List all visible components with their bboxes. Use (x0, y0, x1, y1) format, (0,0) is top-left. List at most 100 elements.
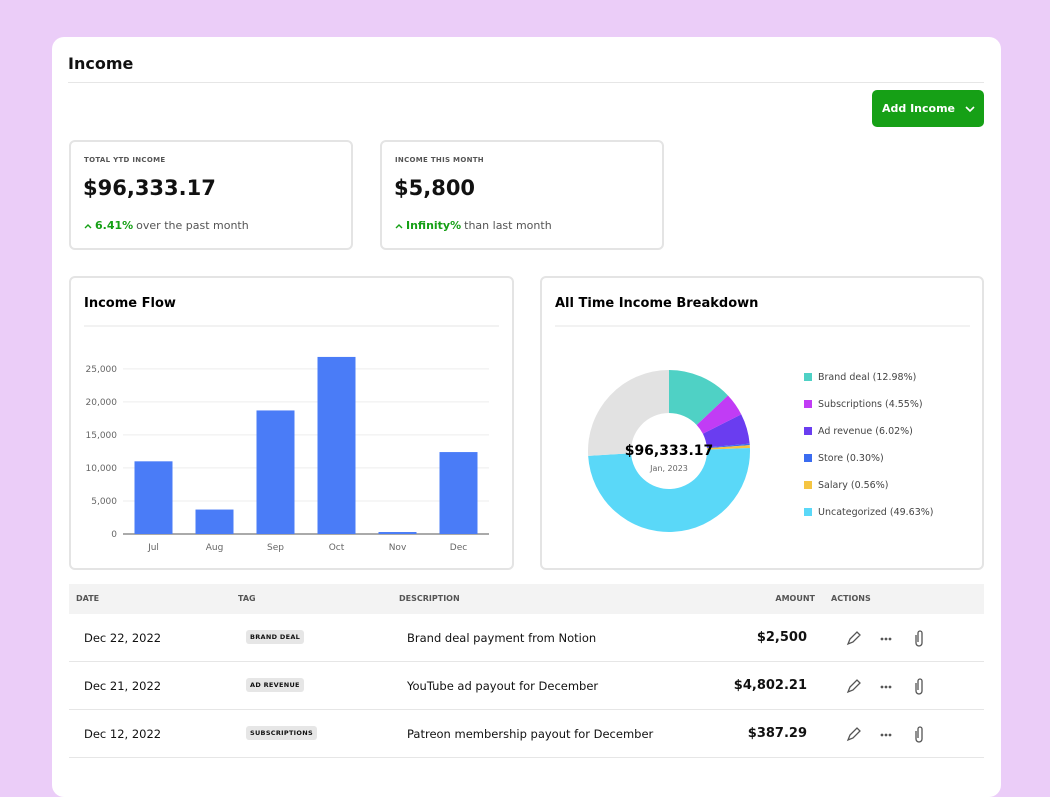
pie-slice (588, 447, 750, 533)
bar-panel: Income Flow 0 5,000 10,000 15,000 20,000 25,00… (69, 276, 514, 570)
pie-slice (588, 370, 669, 456)
legend-label: Salary (0.56%) (818, 480, 888, 491)
action-icons (846, 678, 923, 695)
stat-change-row: Infinity% than last month (395, 219, 552, 232)
attach-icon[interactable] (915, 630, 923, 647)
cell-tag: AD REVENUE (246, 678, 304, 692)
cell-tag: BRAND DEAL (246, 630, 305, 644)
stat-note: over the past month (136, 219, 249, 232)
more-icon[interactable] (880, 733, 892, 737)
x-tick-label: Dec (450, 543, 467, 553)
legend-swatch (804, 454, 812, 462)
y-tick-label: 20,000 (86, 398, 118, 408)
row-divider (69, 757, 984, 758)
row-divider (69, 709, 984, 710)
y-tick-label: 0 (111, 530, 117, 540)
page: Income Add Income Income Flow 0 5,000 10,00… (52, 37, 1001, 797)
x-tick-label: Sep (267, 543, 284, 553)
stat-value: $96,333.17 (83, 176, 216, 200)
edit-icon[interactable] (846, 679, 861, 694)
pie-slice (669, 370, 728, 425)
center-value: $96,333.17 (625, 443, 714, 459)
more-icon[interactable] (880, 685, 892, 689)
up-caret (84, 223, 92, 228)
x-tick-label: Aug (206, 543, 224, 553)
up-caret (395, 223, 403, 228)
center-label: Jan, 2023 (649, 464, 688, 473)
y-tick-label: 25,000 (86, 365, 118, 375)
x-tick-label: Oct (329, 543, 345, 553)
legend-label: Uncategorized (49.63%) (818, 507, 934, 518)
attach-icon[interactable] (915, 726, 923, 743)
chart-title: All Time Income Breakdown (555, 296, 758, 311)
cell-amount: $4,802.21 (733, 678, 807, 693)
bar (134, 461, 173, 534)
legend-swatch (804, 400, 812, 408)
stat-value: $5,800 (394, 176, 476, 200)
attach-icon[interactable] (915, 678, 923, 695)
chart-title: Income Flow (84, 296, 176, 311)
bar (317, 356, 356, 534)
stat-change: Infinity% (406, 219, 462, 232)
more-icon[interactable] (880, 637, 892, 641)
button-label: Add Income (882, 102, 956, 115)
bar-chart: Income Flow 0 5,000 10,000 15,000 20,000 25,00… (84, 296, 499, 553)
cell-date: Dec 22, 2022 (84, 631, 162, 645)
stat-label: INCOME THIS MONTH (395, 156, 484, 164)
edit-icon[interactable] (846, 727, 861, 742)
stat-card (380, 140, 664, 250)
cell-tag: SUBSCRIPTIONS (246, 726, 317, 740)
legend-swatch (804, 427, 812, 435)
bar (439, 452, 478, 534)
table-header (69, 584, 984, 614)
row-actions (845, 725, 927, 747)
divider (68, 82, 984, 83)
chevron (965, 105, 975, 112)
y-tick-label: 5,000 (91, 497, 117, 507)
cell-date: Dec 21, 2022 (84, 679, 162, 693)
stat-label: TOTAL YTD INCOME (84, 156, 166, 164)
edit-icon[interactable] (846, 631, 861, 646)
bar (195, 509, 234, 534)
cell-amount: $2,500 (756, 630, 807, 645)
stat-change-row: 6.41% over the past month (84, 219, 249, 232)
x-tick-label: Nov (389, 543, 407, 553)
pie-slice (696, 395, 742, 434)
cell-description: Brand deal payment from Notion (407, 631, 597, 645)
legend-label: Store (0.30%) (818, 453, 884, 464)
legend-swatch (804, 373, 812, 381)
legend-label: Ad revenue (6.02%) (818, 426, 913, 437)
row-divider (69, 661, 984, 662)
stat-card (69, 140, 353, 250)
page-title: Income (68, 54, 134, 73)
x-tick-label: Jul (147, 543, 159, 553)
pie-panel: All Time Income Breakdown $96,333.17 Jan, … (540, 276, 984, 570)
bar (378, 532, 417, 534)
cell-description: YouTube ad payout for December (407, 679, 599, 693)
pie-slice (706, 445, 750, 450)
legend-swatch (804, 508, 812, 516)
y-tick-label: 15,000 (86, 431, 118, 441)
stat-note: than last month (464, 219, 552, 232)
stat-change: 6.41% (95, 219, 134, 232)
cell-description: Patreon membership payout for December (407, 727, 654, 741)
add-income-button[interactable]: Add Income (872, 90, 984, 127)
action-icons (846, 630, 923, 647)
legend-label: Subscriptions (4.55%) (818, 399, 923, 410)
action-icons (846, 726, 923, 743)
legend-swatch (804, 481, 812, 489)
bar (256, 410, 295, 534)
table-header-cell: DESCRIPTION (399, 594, 460, 603)
pie-slice (702, 414, 750, 448)
cell-date: Dec 12, 2022 (84, 727, 162, 741)
legend-label: Brand deal (12.98%) (818, 372, 916, 383)
table-header-cell: AMOUNT (775, 594, 815, 603)
cell-amount: $387.29 (747, 726, 807, 741)
row-actions (845, 677, 927, 699)
table-header-cell: DATE (76, 594, 100, 603)
pie-slice (706, 443, 750, 449)
table-header-cell: ACTIONS (831, 594, 871, 603)
y-tick-label: 10,000 (86, 464, 118, 474)
pie-chart: All Time Income Breakdown $96,333.17 Jan, … (555, 296, 970, 533)
row-actions (845, 629, 927, 651)
